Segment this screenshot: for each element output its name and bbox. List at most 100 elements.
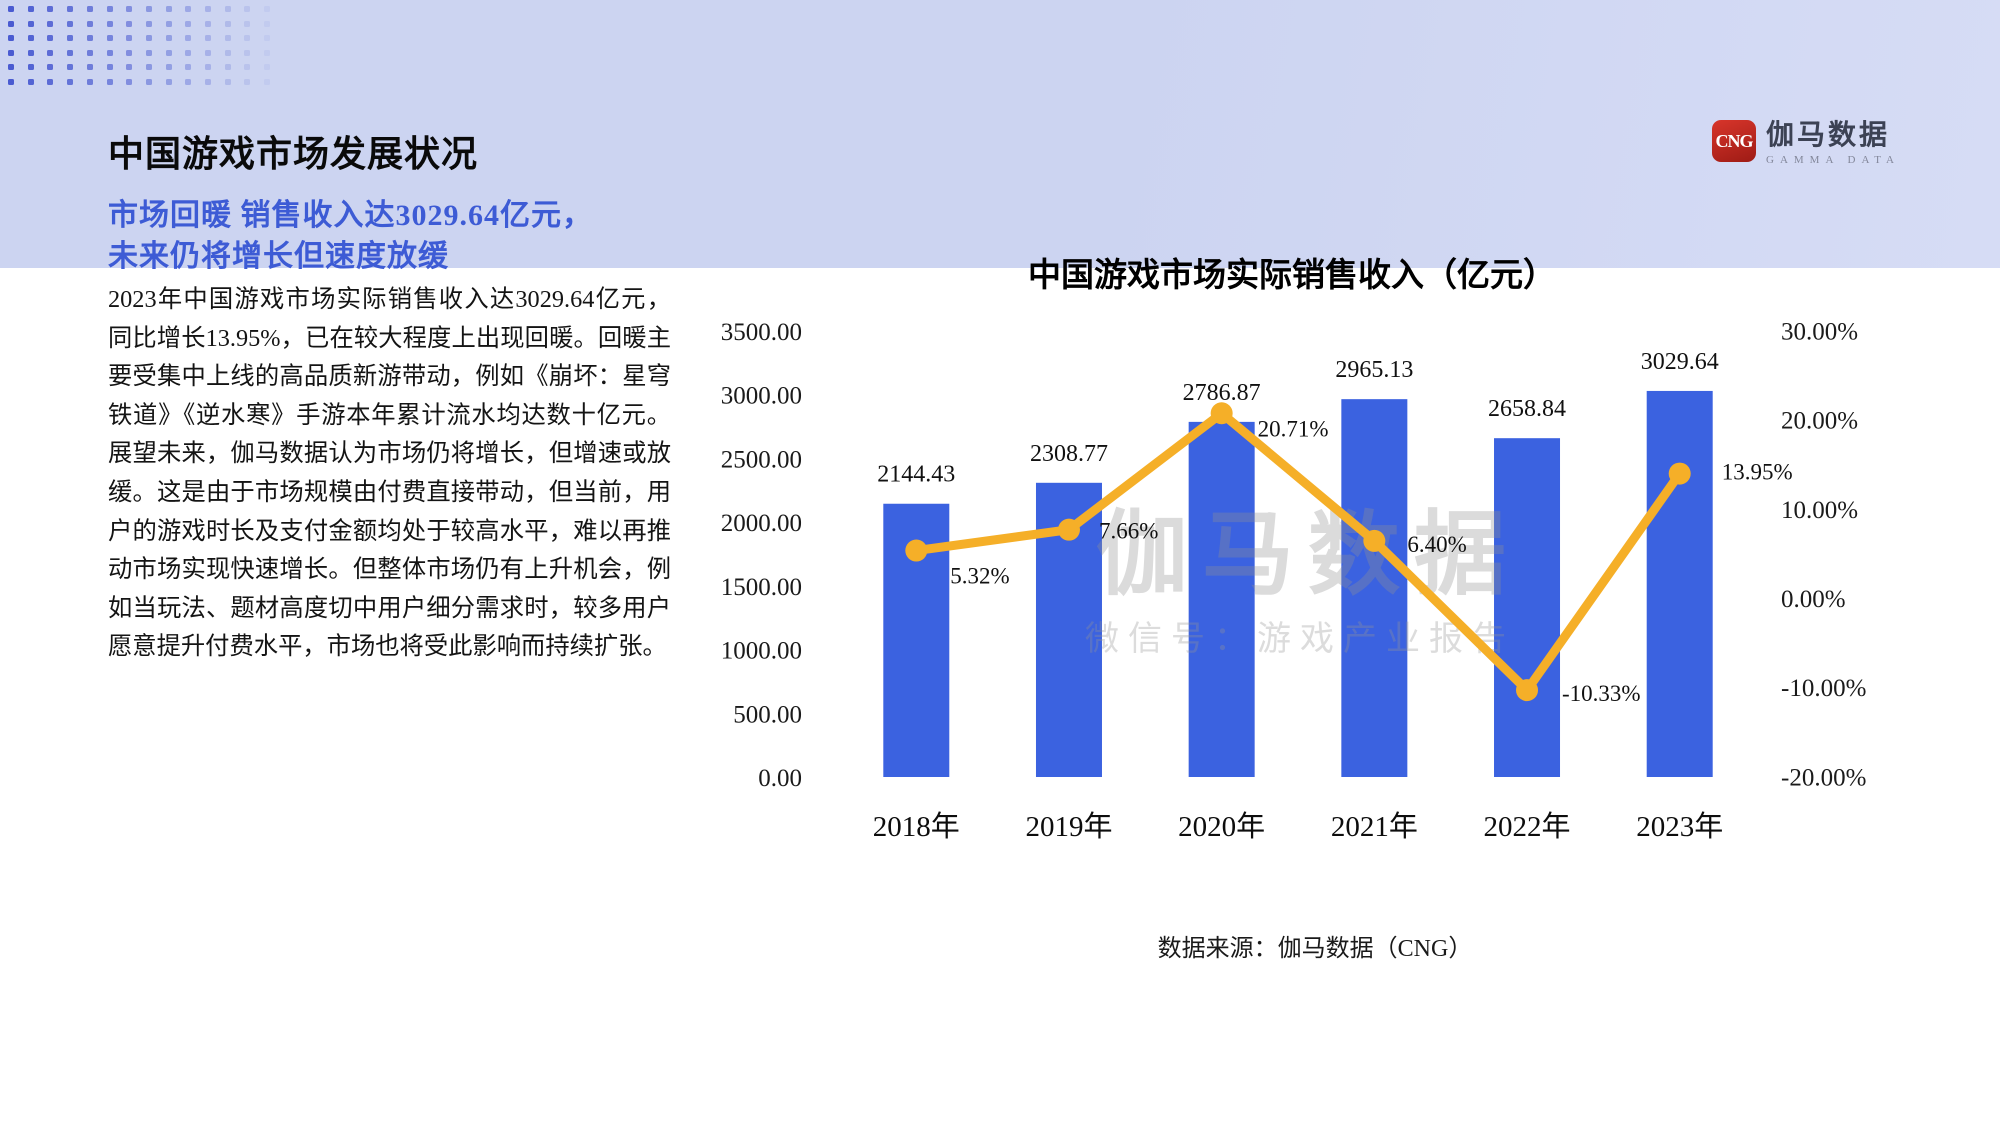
x-axis-label: 2022年 xyxy=(1484,810,1571,843)
dot-decoration xyxy=(126,6,133,12)
dot-decoration xyxy=(185,64,192,71)
dot-decoration xyxy=(67,64,74,71)
watermark-subtext: 微信号：游戏产业报告 xyxy=(1085,620,1515,658)
growth-value-label: -10.33% xyxy=(1562,681,1641,706)
dot-decoration xyxy=(47,49,54,56)
dot-decoration xyxy=(47,64,54,71)
left-axis-tick: 3500.00 xyxy=(721,319,802,346)
growth-point-2019年 xyxy=(1057,518,1080,541)
dot-decoration xyxy=(264,20,271,27)
growth-value-label: 6.40% xyxy=(1407,532,1466,557)
dot-decoration xyxy=(185,6,192,12)
bar-value-label: 2308.77 xyxy=(1030,441,1108,467)
dot-decoration xyxy=(264,79,271,85)
dot-decoration xyxy=(145,6,152,12)
growth-point-2023年 xyxy=(1668,462,1691,485)
dot-decoration xyxy=(205,6,211,12)
chart-title: 中国游戏市场实际销售收入（亿元） xyxy=(1028,258,1556,294)
dot-decoration xyxy=(205,35,211,42)
dot-decoration xyxy=(47,35,54,42)
right-axis-tick: 10.00% xyxy=(1781,497,1858,524)
right-axis-tick: 0.00% xyxy=(1781,586,1846,613)
dot-decoration xyxy=(106,20,113,27)
dot-decoration xyxy=(205,49,211,56)
header-banner xyxy=(0,0,2000,268)
dot-decoration xyxy=(126,20,133,27)
dot-decoration xyxy=(8,20,14,27)
bar-value-label: 3029.64 xyxy=(1641,349,1719,375)
left-axis-tick: 2000.00 xyxy=(721,510,802,537)
dot-decoration xyxy=(205,20,211,27)
dot-decoration xyxy=(8,35,14,42)
dot-decoration xyxy=(106,35,113,42)
subtitle-line1: 市场回暖 销售收入达3029.64亿元， xyxy=(108,199,593,232)
dot-decoration xyxy=(145,49,152,56)
right-axis-tick: 20.00% xyxy=(1781,408,1858,435)
bar-value-label: 2965.13 xyxy=(1335,357,1413,383)
dot-decoration xyxy=(185,49,192,56)
dot-decoration xyxy=(27,79,34,85)
dot-decoration xyxy=(224,20,231,27)
growth-value-label: 7.66% xyxy=(1099,519,1158,544)
dot-decoration xyxy=(86,20,93,27)
revenue-bar-2022年 xyxy=(1494,438,1561,777)
dot-decoration xyxy=(106,6,113,12)
dot-decoration xyxy=(27,49,34,56)
dot-decoration xyxy=(8,49,14,56)
growth-point-2020年 xyxy=(1210,402,1233,425)
dot-decoration xyxy=(8,79,14,85)
dot-decoration xyxy=(86,49,93,56)
dot-decoration xyxy=(224,49,231,56)
dot-decoration xyxy=(205,79,211,85)
growth-value-label: 13.95% xyxy=(1722,460,1793,485)
subtitle-line2: 未来仍将增长但速度放缓 xyxy=(108,240,449,273)
dot-decoration xyxy=(27,64,34,71)
left-axis-tick: 500.00 xyxy=(733,701,802,728)
x-axis-label: 2019年 xyxy=(1025,810,1112,843)
dot-decoration xyxy=(145,35,152,42)
dot-decoration xyxy=(224,35,231,42)
dot-decoration xyxy=(126,79,133,85)
logo-name: 伽马数据 xyxy=(1766,120,1891,151)
growth-point-2022年 xyxy=(1516,679,1539,702)
bar-value-label: 2144.43 xyxy=(877,462,955,488)
dot-decoration xyxy=(224,64,231,71)
right-axis-tick: -20.00% xyxy=(1781,764,1866,791)
dot-decoration xyxy=(244,35,251,42)
dot-decoration xyxy=(8,64,14,71)
logo-subname: GAMMA DATA xyxy=(1766,154,1900,166)
dot-decoration xyxy=(86,35,93,42)
growth-value-label: 20.71% xyxy=(1258,416,1329,441)
dot-decoration xyxy=(224,6,231,12)
dot-decoration xyxy=(47,6,54,12)
dot-decoration xyxy=(67,79,74,85)
dot-decoration xyxy=(67,20,74,27)
dot-decoration xyxy=(264,35,271,42)
right-axis-tick: 30.00% xyxy=(1781,318,1858,345)
growth-point-2021年 xyxy=(1363,529,1386,552)
dot-decoration xyxy=(86,79,93,85)
dot-decoration xyxy=(224,79,231,85)
dot-decoration xyxy=(106,64,113,71)
dot-decoration xyxy=(165,79,172,85)
dot-decoration xyxy=(27,35,34,42)
left-axis-tick: 0.00 xyxy=(758,765,802,792)
dot-decoration xyxy=(165,6,172,12)
dot-decoration xyxy=(165,20,172,27)
cng-logo-icon: CNG xyxy=(1712,120,1756,162)
gamma-data-logo: CNG 伽马数据 GAMMA DATA xyxy=(1712,120,1900,166)
dot-decoration xyxy=(205,64,211,71)
dot-decoration xyxy=(126,49,133,56)
x-axis-label: 2020年 xyxy=(1178,810,1265,843)
dot-decoration xyxy=(145,64,152,71)
x-axis-label: 2018年 xyxy=(873,810,960,843)
dot-decoration xyxy=(264,6,271,12)
dot-decoration xyxy=(244,49,251,56)
dot-decoration xyxy=(67,35,74,42)
bar-value-label: 2658.84 xyxy=(1488,396,1566,422)
data-source: 数据来源：伽马数据（CNG） xyxy=(1157,936,1473,962)
dot-decoration xyxy=(8,6,14,12)
dot-decoration xyxy=(47,79,54,85)
dot-decoration xyxy=(264,64,271,71)
